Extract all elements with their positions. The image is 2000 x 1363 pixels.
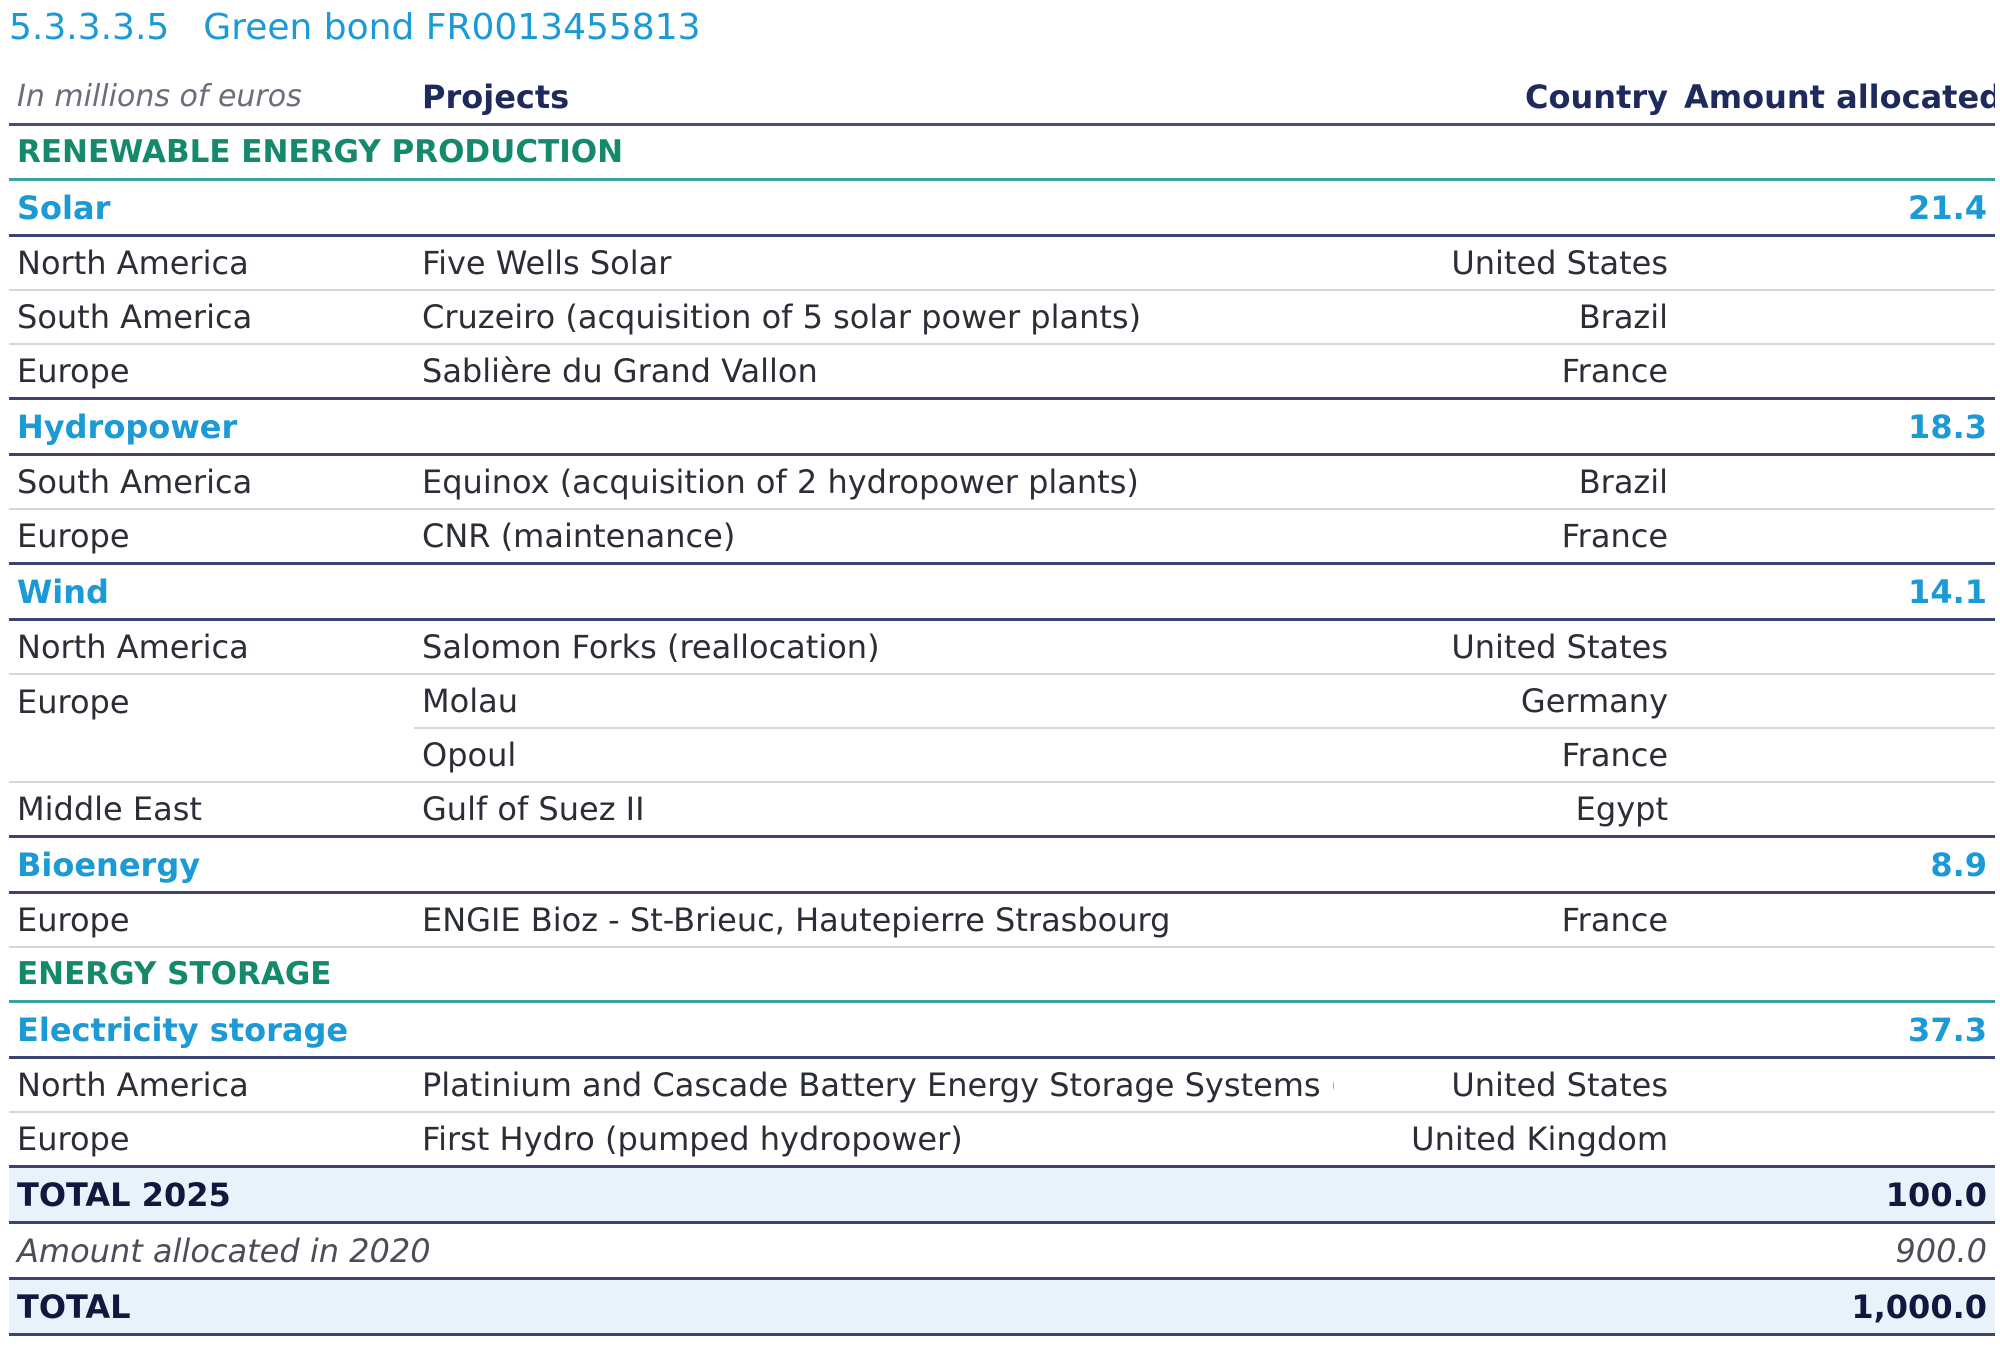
prior-allocation-label: Amount allocated in 2020 bbox=[9, 1222, 1676, 1280]
table-row: South America Equinox (acquisition of 2 … bbox=[9, 454, 1995, 510]
category-label: Solar bbox=[9, 179, 1676, 237]
project-cell: Salomon Forks (reallocation) bbox=[414, 619, 1334, 675]
region-cell: South America bbox=[9, 290, 414, 345]
country-cell: United States bbox=[1334, 1057, 1676, 1113]
category-label: Bioenergy bbox=[9, 836, 1676, 894]
amount-cell bbox=[1676, 674, 1995, 729]
project-cell: Gulf of Suez II bbox=[414, 782, 1334, 838]
region-cell: Europe bbox=[9, 509, 414, 565]
project-cell: Molau bbox=[414, 674, 1334, 729]
project-cell: First Hydro (pumped hydropower) bbox=[414, 1112, 1334, 1168]
allocation-table: In millions of euros Projects Country Am… bbox=[9, 70, 1995, 1336]
table-row: Europe First Hydro (pumped hydropower) U… bbox=[9, 1112, 1995, 1168]
category-row: Hydropower 18.3 bbox=[9, 398, 1995, 456]
country-cell: United States bbox=[1334, 235, 1676, 291]
category-row: Electricity storage 37.3 bbox=[9, 1001, 1995, 1059]
column-header-country: Country bbox=[1334, 70, 1676, 126]
table-row: Europe CNR (maintenance) France bbox=[9, 509, 1995, 565]
table-row: North America Salomon Forks (reallocatio… bbox=[9, 619, 1995, 675]
category-amount: 8.9 bbox=[1676, 836, 1995, 894]
region-cell bbox=[9, 728, 414, 783]
section-row: RENEWABLE ENERGY PRODUCTION bbox=[9, 124, 1995, 181]
total-2025-row: TOTAL 2025 100.0 bbox=[9, 1166, 1995, 1224]
category-row: Solar 21.4 bbox=[9, 179, 1995, 237]
country-cell: France bbox=[1334, 892, 1676, 948]
region-cell: Europe bbox=[9, 1112, 414, 1168]
region-cell: Europe bbox=[17, 682, 130, 721]
table-row: South America Cruzeiro (acquisition of 5… bbox=[9, 290, 1995, 345]
country-cell: France bbox=[1334, 728, 1676, 783]
country-cell: France bbox=[1334, 344, 1676, 400]
amount-cell bbox=[1676, 1057, 1995, 1113]
region-cell: North America bbox=[9, 1057, 414, 1113]
region-cell: Europe bbox=[9, 344, 414, 400]
country-cell: France bbox=[1334, 509, 1676, 565]
table-row: Europe Sablière du Grand Vallon France bbox=[9, 344, 1995, 400]
project-cell: Platinium and Cascade Battery Energy Sto… bbox=[414, 1057, 1334, 1113]
table-row: Middle East Gulf of Suez II Egypt bbox=[9, 782, 1995, 838]
prior-allocation-amount: 900.0 bbox=[1676, 1222, 1995, 1280]
country-cell: Egypt bbox=[1334, 782, 1676, 838]
amount-cell bbox=[1676, 892, 1995, 948]
section-number: 5.3.3.3.5 bbox=[9, 7, 170, 48]
country-cell: United States bbox=[1334, 619, 1676, 675]
table-row: North America Platinium and Cascade Batt… bbox=[9, 1057, 1995, 1113]
amount-cell bbox=[1676, 619, 1995, 675]
project-cell: ENGIE Bioz - St-Brieuc, Hautepierre Stra… bbox=[414, 892, 1334, 948]
project-cell: Sablière du Grand Vallon bbox=[414, 344, 1334, 400]
section-label: ENERGY STORAGE bbox=[9, 947, 1995, 1003]
category-amount: 21.4 bbox=[1676, 179, 1995, 237]
section-row: ENERGY STORAGE bbox=[9, 947, 1995, 1003]
column-header-row: In millions of euros Projects Country Am… bbox=[9, 70, 1995, 126]
project-cell: Opoul bbox=[414, 728, 1334, 783]
column-header-amount: Amount allocated bbox=[1676, 70, 1995, 126]
amount-cell bbox=[1676, 509, 1995, 565]
country-cell: United Kingdom bbox=[1334, 1112, 1676, 1168]
category-amount: 18.3 bbox=[1676, 398, 1995, 456]
grand-total-row: TOTAL 1,000.0 bbox=[9, 1278, 1995, 1336]
region-cell: South America bbox=[9, 454, 414, 510]
country-cell: Brazil bbox=[1334, 290, 1676, 345]
category-row: Bioenergy 8.9 bbox=[9, 836, 1995, 894]
amount-cell bbox=[1676, 782, 1995, 838]
region-cell: Middle East bbox=[9, 782, 414, 838]
units-label: In millions of euros bbox=[9, 70, 414, 126]
project-cell: Equinox (acquisition of 2 hydropower pla… bbox=[414, 454, 1334, 510]
region-cell: North America bbox=[9, 235, 414, 291]
amount-cell bbox=[1676, 344, 1995, 400]
project-cell: Five Wells Solar bbox=[414, 235, 1334, 291]
amount-cell bbox=[1676, 1112, 1995, 1168]
column-header-projects: Projects bbox=[414, 70, 1334, 126]
table-row: Europe ENGIE Bioz - St-Brieuc, Hautepier… bbox=[9, 892, 1995, 948]
table-row: Opoul France bbox=[9, 728, 1995, 783]
region-cell: Europe bbox=[9, 892, 414, 948]
total-2025-label: TOTAL 2025 bbox=[9, 1166, 1676, 1224]
amount-cell bbox=[1676, 728, 1995, 783]
country-cell: Germany bbox=[1334, 674, 1676, 729]
amount-cell bbox=[1676, 454, 1995, 510]
category-label: Hydropower bbox=[9, 398, 1676, 456]
section-heading: 5.3.3.3.5 Green bond FR0013455813 bbox=[9, 0, 701, 56]
table-row: Europe Molau Germany bbox=[9, 674, 1995, 729]
region-cell: North America bbox=[9, 619, 414, 675]
category-label: Wind bbox=[9, 563, 1676, 621]
amount-cell bbox=[1676, 235, 1995, 291]
section-label: RENEWABLE ENERGY PRODUCTION bbox=[9, 124, 1995, 181]
total-2025-amount: 100.0 bbox=[1676, 1166, 1995, 1224]
category-row: Wind 14.1 bbox=[9, 563, 1995, 621]
prior-allocation-row: Amount allocated in 2020 900.0 bbox=[9, 1222, 1995, 1280]
table-row: North America Five Wells Solar United St… bbox=[9, 235, 1995, 291]
project-cell: CNR (maintenance) bbox=[414, 509, 1334, 565]
grand-total-amount: 1,000.0 bbox=[1676, 1278, 1995, 1336]
amount-cell bbox=[1676, 290, 1995, 345]
grand-total-label: TOTAL bbox=[9, 1278, 1676, 1336]
category-label: Electricity storage bbox=[9, 1001, 1676, 1059]
project-cell: Cruzeiro (acquisition of 5 solar power p… bbox=[414, 290, 1334, 345]
country-cell: Brazil bbox=[1334, 454, 1676, 510]
category-amount: 14.1 bbox=[1676, 563, 1995, 621]
category-amount: 37.3 bbox=[1676, 1001, 1995, 1059]
section-title: Green bond FR0013455813 bbox=[203, 7, 701, 48]
